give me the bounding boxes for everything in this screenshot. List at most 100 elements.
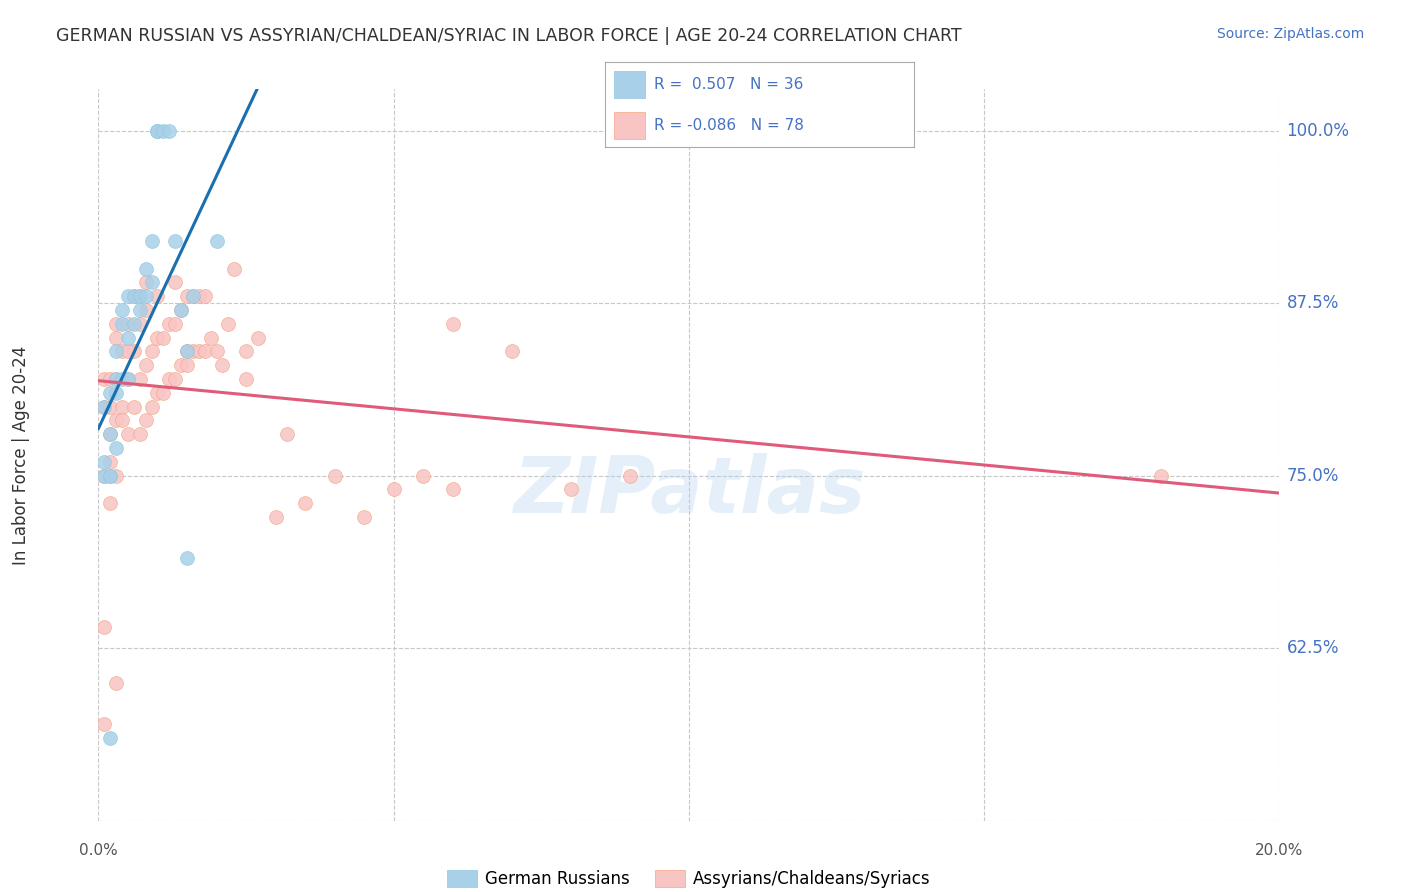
Text: 75.0%: 75.0% — [1286, 467, 1339, 484]
Text: In Labor Force | Age 20-24: In Labor Force | Age 20-24 — [13, 345, 30, 565]
Point — [441, 483, 464, 497]
Point — [1150, 468, 1173, 483]
Point — [170, 303, 193, 318]
Point — [135, 261, 157, 276]
Point — [187, 289, 209, 303]
Point — [98, 427, 121, 442]
Point — [98, 372, 121, 386]
Point — [122, 317, 145, 331]
Point — [98, 385, 121, 400]
Point — [176, 344, 198, 359]
Point — [146, 289, 169, 303]
Point — [176, 358, 198, 372]
Point — [176, 551, 198, 566]
Point — [246, 330, 269, 344]
Point — [128, 372, 150, 386]
Point — [141, 276, 163, 290]
Point — [128, 289, 150, 303]
Point — [382, 483, 405, 497]
Point — [181, 344, 204, 359]
Point — [98, 468, 121, 483]
Point — [111, 317, 134, 331]
Point — [323, 468, 346, 483]
Point — [135, 276, 157, 290]
Point — [165, 276, 187, 290]
Point — [141, 234, 163, 248]
Point — [111, 413, 134, 427]
Point — [157, 317, 180, 331]
Point — [122, 289, 145, 303]
Point — [619, 468, 641, 483]
Point — [98, 400, 121, 414]
Point — [353, 510, 375, 524]
Point — [194, 344, 217, 359]
Point — [276, 427, 298, 442]
Point — [187, 344, 209, 359]
Point — [93, 455, 115, 469]
Point — [117, 427, 139, 442]
Point — [146, 123, 169, 137]
Point — [264, 510, 287, 524]
Point — [105, 317, 128, 331]
Point — [117, 317, 139, 331]
Text: 0.0%: 0.0% — [79, 843, 118, 858]
Point — [194, 289, 217, 303]
Point — [146, 385, 169, 400]
Point — [111, 344, 134, 359]
Point — [224, 261, 246, 276]
Point — [441, 317, 464, 331]
Point — [170, 303, 193, 318]
Point — [165, 372, 187, 386]
Point — [157, 372, 180, 386]
Point — [98, 427, 121, 442]
Point — [105, 330, 128, 344]
Point — [141, 344, 163, 359]
Point — [122, 400, 145, 414]
Point — [117, 372, 139, 386]
Point — [111, 372, 134, 386]
Point — [235, 372, 257, 386]
Text: R =  0.507   N = 36: R = 0.507 N = 36 — [654, 77, 803, 92]
Point — [205, 234, 228, 248]
Point — [98, 468, 121, 483]
Point — [111, 303, 134, 318]
Point — [105, 372, 128, 386]
Point — [117, 344, 139, 359]
Text: Source: ZipAtlas.com: Source: ZipAtlas.com — [1216, 27, 1364, 41]
Point — [146, 123, 169, 137]
Text: ZIPatlas: ZIPatlas — [513, 453, 865, 530]
Point — [157, 123, 180, 137]
Point — [128, 303, 150, 318]
Point — [128, 317, 150, 331]
Point — [235, 344, 257, 359]
Point — [560, 483, 582, 497]
Text: 62.5%: 62.5% — [1286, 640, 1339, 657]
Text: 100.0%: 100.0% — [1286, 121, 1350, 140]
Point — [93, 468, 115, 483]
Point — [93, 620, 115, 634]
Point — [117, 372, 139, 386]
Point — [135, 358, 157, 372]
Point — [141, 400, 163, 414]
Text: GERMAN RUSSIAN VS ASSYRIAN/CHALDEAN/SYRIAC IN LABOR FORCE | AGE 20-24 CORRELATIO: GERMAN RUSSIAN VS ASSYRIAN/CHALDEAN/SYRI… — [56, 27, 962, 45]
Point — [176, 344, 198, 359]
Point — [93, 400, 115, 414]
Point — [98, 496, 121, 510]
Point — [294, 496, 316, 510]
Point — [98, 455, 121, 469]
Point — [165, 317, 187, 331]
Point — [105, 441, 128, 455]
Point — [152, 385, 174, 400]
Point — [122, 289, 145, 303]
Point — [181, 289, 204, 303]
Point — [105, 675, 128, 690]
Point — [205, 344, 228, 359]
Point — [135, 303, 157, 318]
Point — [105, 344, 128, 359]
Point — [98, 731, 121, 745]
Point — [93, 468, 115, 483]
Point — [117, 330, 139, 344]
Text: 20.0%: 20.0% — [1256, 843, 1303, 858]
Point — [117, 289, 139, 303]
Point — [93, 400, 115, 414]
